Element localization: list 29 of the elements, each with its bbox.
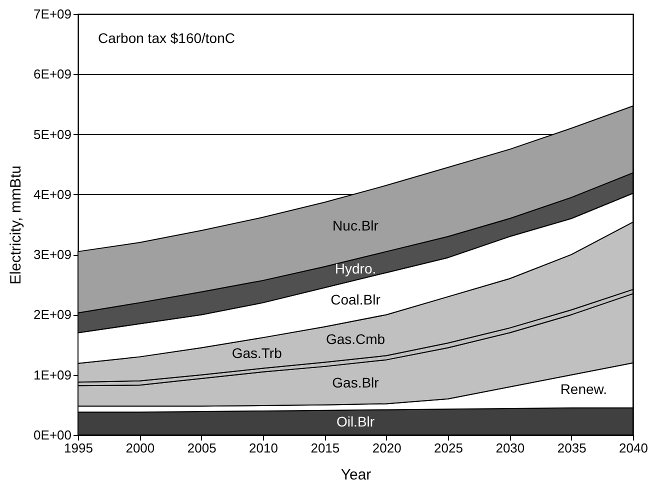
series-label: Gas.Trb	[232, 345, 282, 362]
x-tick-label: 2000	[126, 440, 155, 456]
series-label: Gas.Blr	[332, 374, 380, 391]
x-axis-title: Year	[340, 466, 372, 484]
x-tick-label: 2015	[310, 440, 340, 456]
y-tick-label: 4E+09	[34, 186, 72, 202]
x-tick-label: 2030	[496, 440, 525, 456]
series-label: Gas.Cmb	[326, 330, 386, 347]
x-tick-label: 1995	[64, 440, 93, 456]
series-label: Coal.Blr	[330, 291, 381, 308]
x-tick-label: 2010	[249, 440, 278, 456]
x-tick-label: 2020	[372, 440, 402, 456]
annotation: Carbon tax $160/tonC	[98, 30, 235, 46]
x-tick-label: 2040	[619, 440, 648, 456]
y-tick-label: 2E+09	[34, 307, 72, 322]
y-tick-label: 0E+00	[34, 428, 72, 442]
x-tick-label: 2035	[557, 440, 586, 456]
y-tick-label: 7E+09	[34, 6, 72, 22]
y-axis-title: Electricity, mmBtu	[8, 166, 25, 284]
series-label: Renew.	[560, 381, 608, 398]
series-label: Nuc.Blr	[332, 217, 379, 234]
y-tick-label: 5E+09	[34, 126, 72, 142]
y-tick-label: 1E+09	[34, 367, 72, 382]
y-tick-label: 3E+09	[34, 247, 72, 262]
x-tick-label: 2005	[187, 440, 216, 456]
series-label: Oil.Blr	[336, 414, 375, 430]
y-tick-label: 6E+09	[34, 66, 72, 82]
x-tick-label: 2025	[434, 440, 463, 456]
series-label: Hydro.	[334, 260, 376, 277]
